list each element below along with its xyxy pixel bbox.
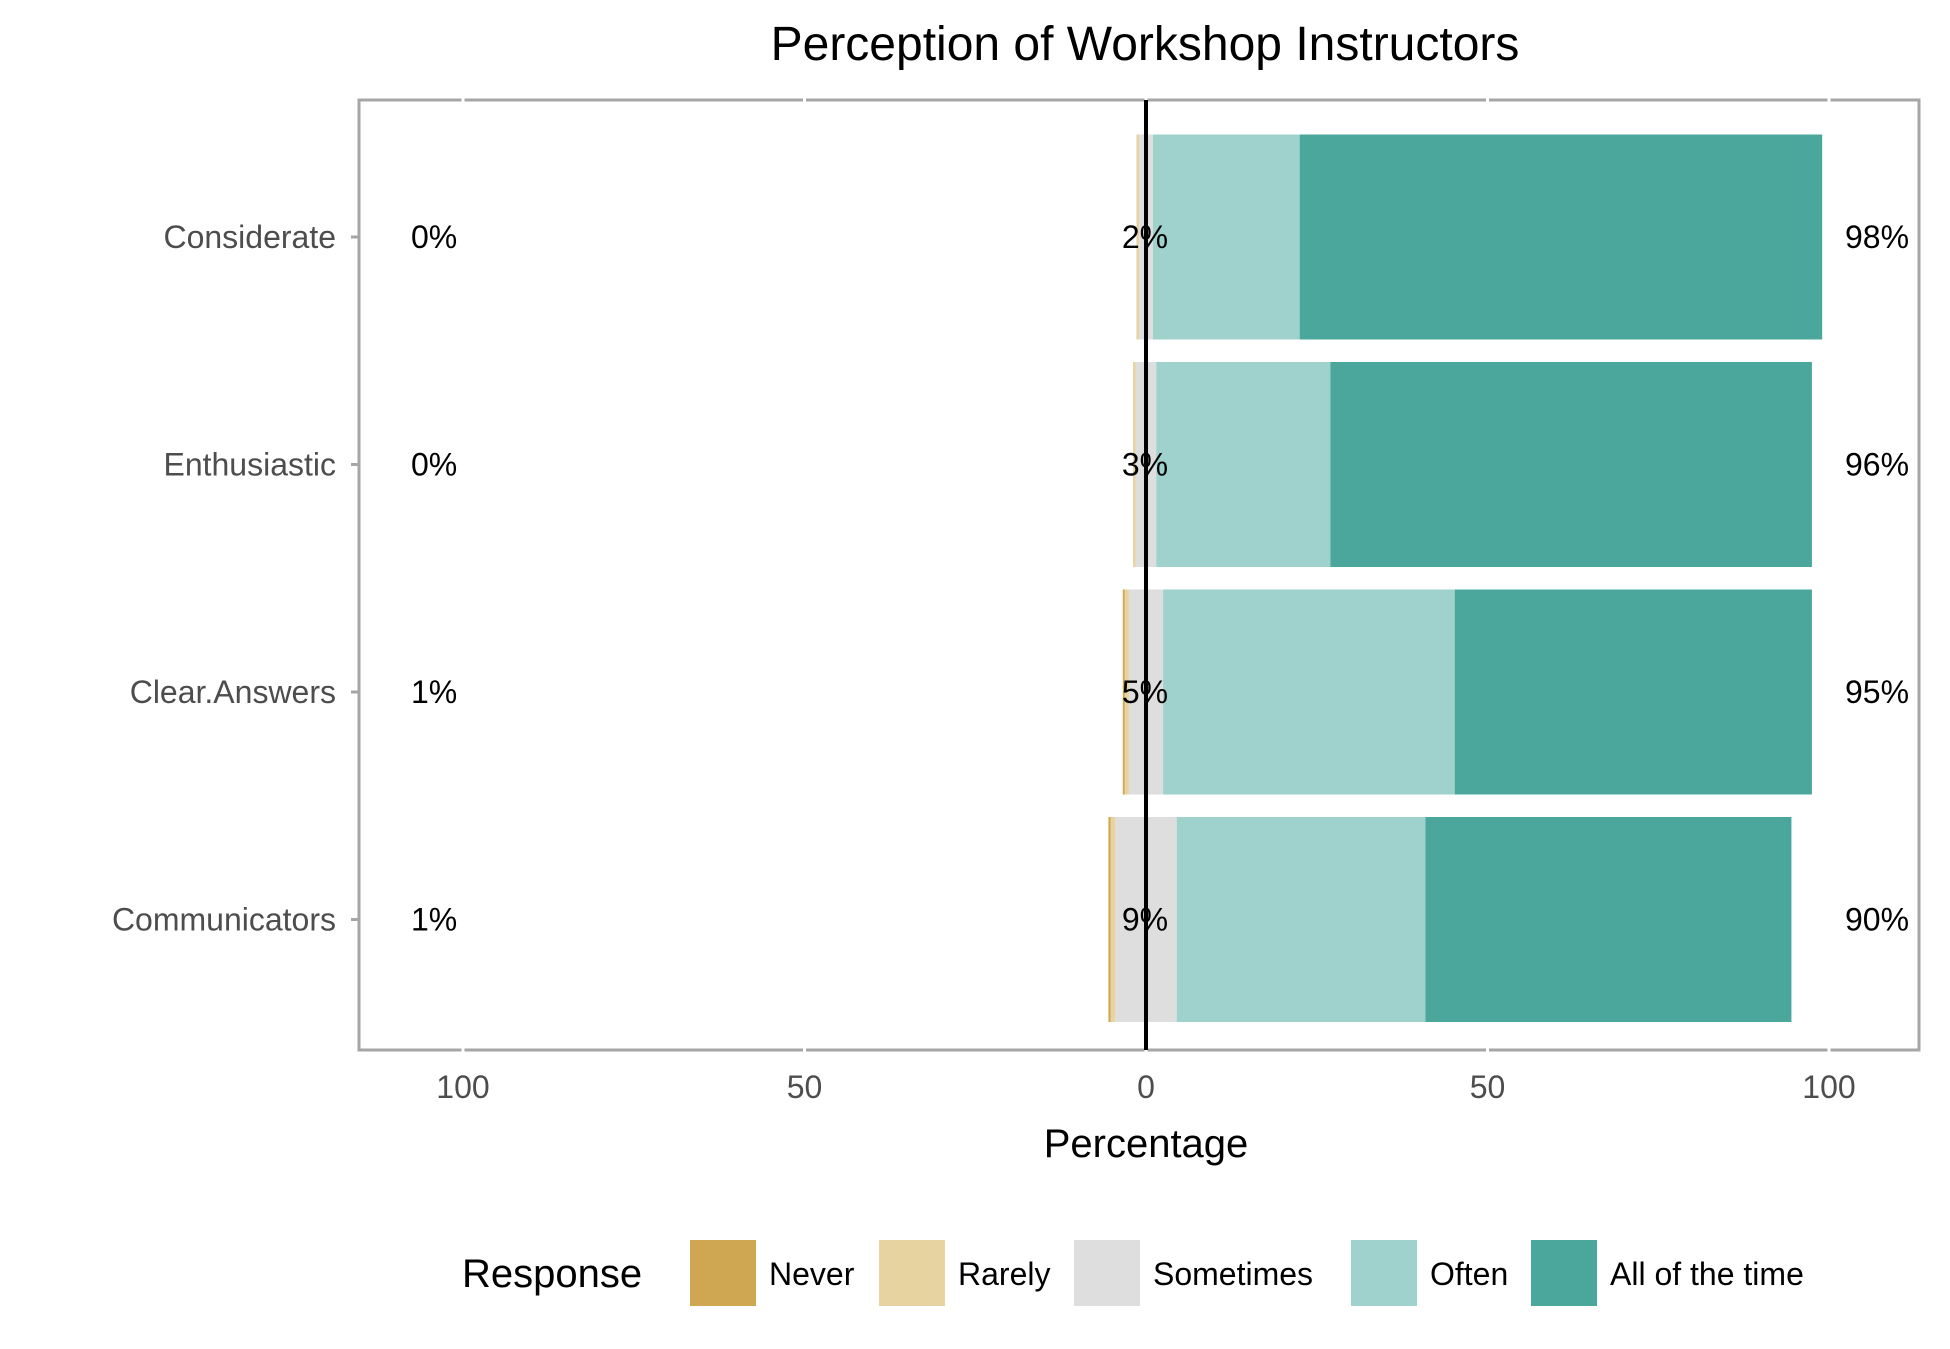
x-tick-label: 100 bbox=[1802, 1069, 1855, 1105]
middle-percent-label: 3% bbox=[1122, 447, 1168, 483]
x-tick-label: 50 bbox=[787, 1069, 823, 1105]
legend: Never Rarely Sometimes Often All of the time bbox=[690, 1240, 1804, 1306]
legend-label: Rarely bbox=[958, 1256, 1050, 1292]
left-percent-label: 1% bbox=[411, 674, 457, 710]
left-percent-label: 1% bbox=[411, 902, 457, 938]
bar-segment bbox=[1133, 362, 1136, 567]
bar-segment bbox=[1122, 589, 1125, 795]
legend-item: Rarely bbox=[879, 1240, 1050, 1306]
right-percent-label: 90% bbox=[1845, 902, 1909, 938]
bar-segment bbox=[1110, 817, 1116, 1022]
left-percent-label: 0% bbox=[411, 447, 457, 483]
x-axis-label: Percentage bbox=[1044, 1122, 1249, 1166]
legend-title: Response bbox=[462, 1252, 642, 1296]
legend-label: All of the time bbox=[1610, 1256, 1804, 1292]
bar-segment bbox=[1299, 134, 1823, 340]
left-percent-label: 0% bbox=[411, 219, 457, 255]
y-category-label: Clear.Answers bbox=[130, 674, 336, 710]
y-category-label: Communicators bbox=[112, 902, 336, 938]
chart-title: Perception of Workshop Instructors bbox=[771, 18, 1520, 71]
bar-segment bbox=[1330, 362, 1812, 567]
legend-item: All of the time bbox=[1531, 1240, 1804, 1306]
x-tick-label: 100 bbox=[436, 1069, 489, 1105]
legend-swatch bbox=[1074, 1240, 1140, 1306]
y-category-label: Enthusiastic bbox=[163, 447, 336, 483]
legend-swatch bbox=[1531, 1240, 1597, 1306]
bar-segment bbox=[1163, 589, 1455, 795]
right-percent-label: 95% bbox=[1845, 674, 1909, 710]
bar-segment bbox=[1108, 817, 1111, 1022]
y-category-label: Considerate bbox=[163, 219, 336, 255]
bar-segment bbox=[1425, 817, 1792, 1022]
right-percent-label: 96% bbox=[1845, 447, 1909, 483]
bar-segment bbox=[1156, 362, 1331, 567]
legend-swatch bbox=[1351, 1240, 1417, 1306]
legend-item: Sometimes bbox=[1074, 1240, 1313, 1306]
x-tick-label: 0 bbox=[1137, 1069, 1155, 1105]
bar-segment bbox=[1152, 134, 1300, 340]
bar-segment bbox=[1454, 589, 1812, 795]
right-percent-label: 98% bbox=[1845, 219, 1909, 255]
x-tick-label: 50 bbox=[1470, 1069, 1506, 1105]
legend-swatch bbox=[690, 1240, 756, 1306]
bar-segment bbox=[1136, 134, 1140, 340]
legend-item: Never bbox=[690, 1240, 855, 1306]
middle-percent-label: 9% bbox=[1122, 902, 1168, 938]
plot-layer bbox=[351, 94, 1921, 1056]
middle-percent-label: 2% bbox=[1122, 219, 1168, 255]
bar-segment bbox=[1176, 817, 1426, 1022]
middle-percent-label: 5% bbox=[1122, 674, 1168, 710]
legend-swatch bbox=[879, 1240, 945, 1306]
legend-label: Never bbox=[769, 1256, 855, 1292]
legend-label: Sometimes bbox=[1153, 1256, 1313, 1292]
bar-segment bbox=[1124, 589, 1129, 795]
legend-label: Often bbox=[1430, 1256, 1508, 1292]
legend-item: Often bbox=[1351, 1240, 1508, 1306]
